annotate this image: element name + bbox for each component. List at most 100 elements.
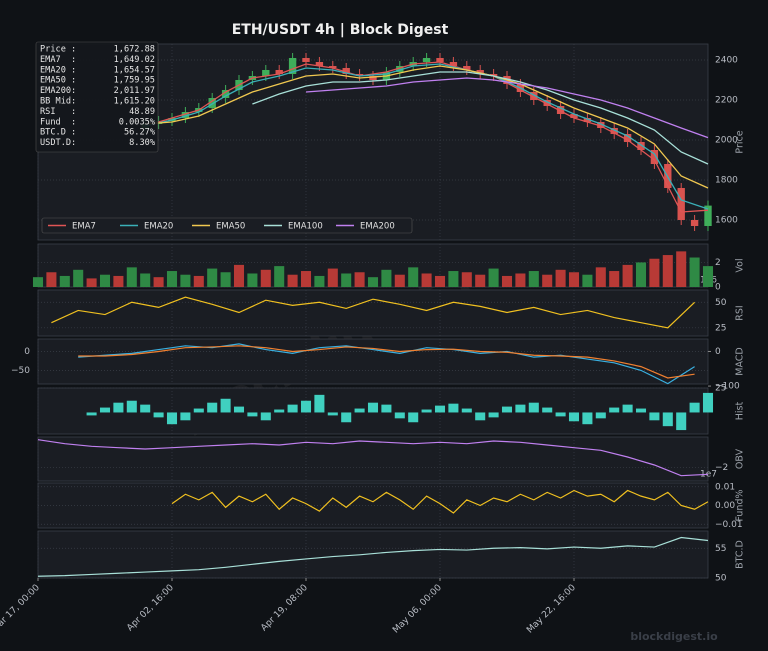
bar [341, 273, 352, 287]
bar [595, 267, 606, 287]
bar [381, 269, 392, 287]
ema-line [305, 77, 709, 139]
info-value: 2,011.97 [114, 86, 155, 96]
bar [676, 251, 687, 287]
legend-label: EMA200 [360, 222, 395, 232]
bar [381, 404, 392, 413]
bar [475, 274, 486, 287]
panel [37, 530, 709, 579]
info-label: RSI : [40, 107, 76, 117]
bar [153, 277, 164, 287]
info-label: USDT.D: [40, 138, 76, 148]
y-axis-label: Hist [735, 402, 746, 421]
bar [274, 266, 285, 287]
y-tick-label: 2200 [715, 96, 738, 106]
bar [327, 268, 338, 287]
candle-body [530, 92, 538, 100]
indicator-line [78, 345, 695, 379]
candle-body [436, 58, 444, 62]
panel [37, 289, 709, 337]
bar [434, 275, 446, 287]
y-tick-label: 55 [715, 544, 726, 554]
y-tick-label: 50 [715, 574, 727, 584]
candle-body [556, 106, 565, 114]
info-value: 1,649.02 [114, 55, 155, 65]
indicator-line [37, 439, 709, 477]
bar [220, 272, 231, 287]
candle-body [208, 98, 216, 108]
bar [421, 273, 432, 287]
candle-body [650, 150, 659, 164]
legend-label: EMA100 [288, 222, 323, 232]
bar [341, 412, 352, 423]
bar [207, 402, 218, 413]
candle-body [181, 112, 190, 118]
bar [568, 272, 580, 287]
bar [528, 402, 539, 413]
panel [37, 482, 709, 529]
bar [193, 275, 204, 287]
candle-body [221, 90, 230, 98]
bar [448, 403, 459, 413]
bar [609, 407, 620, 413]
bar [99, 407, 111, 413]
info-box [35, 41, 159, 153]
candle-body [369, 76, 377, 80]
candle-body [288, 58, 297, 74]
info-label: Price : [40, 45, 76, 55]
bar [582, 412, 593, 425]
ema-line [145, 65, 709, 189]
bar [635, 262, 647, 287]
bar [582, 274, 593, 287]
bar [126, 267, 137, 287]
y-tick-label: 0 [24, 347, 30, 357]
panel [37, 338, 709, 385]
bar [367, 277, 379, 287]
info-label: BB Mid: [40, 97, 76, 107]
y-tick-label: −50 [11, 366, 30, 376]
bar [609, 271, 620, 287]
y-tick-label: 0.00 [715, 501, 735, 511]
bar [595, 412, 606, 419]
bar [220, 398, 231, 413]
candle-body [315, 62, 324, 66]
bar [448, 271, 459, 287]
bar [461, 272, 472, 287]
bar [233, 264, 245, 287]
bar [622, 264, 633, 287]
candle-body [275, 70, 283, 74]
info-value: 48.89 [129, 107, 155, 117]
y-tick-label: 0 [715, 283, 721, 293]
bar [314, 394, 325, 413]
bar [354, 408, 365, 413]
y-axis-label: OBV [735, 448, 746, 469]
bar [180, 274, 191, 287]
candle-body [355, 74, 364, 76]
info-value: 0.0035% [119, 117, 156, 127]
bar [501, 406, 513, 413]
bar [300, 271, 312, 287]
bar [86, 412, 97, 416]
bar [314, 275, 325, 287]
bar [702, 392, 714, 413]
y-tick-label: 0.01 [715, 482, 735, 492]
bar [689, 257, 700, 287]
bar [140, 273, 151, 287]
bar [515, 404, 526, 413]
candle-body [597, 122, 605, 128]
candle-body [476, 70, 484, 74]
bar [354, 272, 365, 287]
bar [247, 273, 258, 287]
y2-tick-label: −100 [715, 382, 740, 392]
y-tick-label: 2000 [715, 136, 738, 146]
panel [37, 436, 709, 482]
bar [193, 408, 204, 413]
candle-body [463, 66, 471, 70]
info-label: EMA7 : [40, 55, 76, 65]
y-tick-label: 50 [715, 298, 727, 308]
candle-body [262, 70, 270, 76]
bar [113, 275, 124, 287]
bar [408, 412, 419, 423]
legend-box [41, 217, 413, 234]
y-tick-label: −2 [715, 463, 728, 473]
